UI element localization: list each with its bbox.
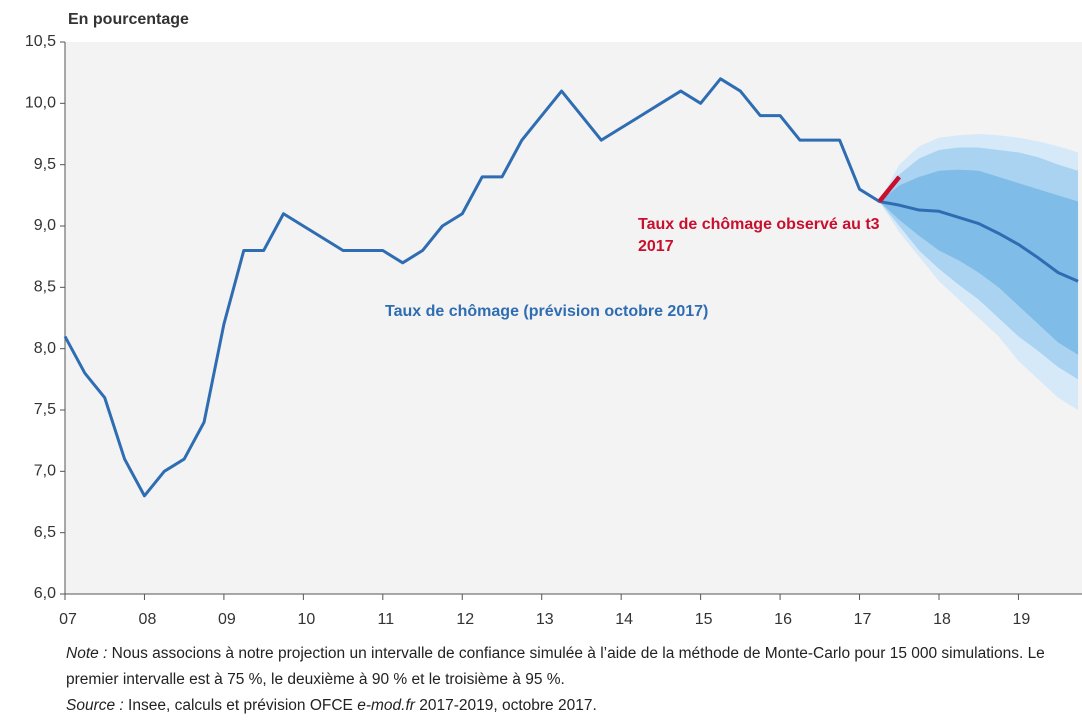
source: Source : Insee, calculs et prévision OFC… — [66, 693, 1066, 719]
x-tick-label: 18 — [933, 611, 951, 628]
y-tick-label: 9,0 — [34, 217, 56, 234]
series-label: Taux de chômage (prévision octobre 2017) — [385, 303, 709, 320]
y-tick-label: 10,5 — [25, 33, 56, 50]
x-tick-label: 13 — [536, 611, 554, 628]
y-tick-label: 8,0 — [34, 340, 56, 357]
source-text: 2017-2019, octobre 2017. — [419, 697, 597, 714]
x-tick-label: 19 — [1013, 611, 1031, 628]
x-tick-label: 08 — [139, 611, 157, 628]
x-tick-label: 07 — [59, 611, 77, 628]
plot-area — [65, 42, 1082, 594]
x-tick-label: 17 — [854, 611, 872, 628]
x-tick-label: 12 — [456, 611, 474, 628]
y-tick-label: 6,5 — [34, 524, 56, 541]
y-axis-title: En pourcentage — [68, 11, 189, 28]
x-tick-label: 11 — [378, 611, 395, 628]
source-text: Insee, calculs et prévision OFCE — [128, 697, 353, 714]
footer: Note : Nous associons à notre projection… — [66, 641, 1066, 719]
confidence-band — [879, 169, 1079, 355]
x-tick-label: 14 — [615, 611, 633, 628]
source-site: e-mod.fr — [357, 697, 415, 714]
series-label: Taux de chômage observé au t3 2017 — [638, 216, 880, 255]
chart: En pourcentage 6,0 6,5 7,0 7,5 8,0 8,5 9,0 9,5 1… — [25, 11, 1082, 628]
note: Note : Nous associons à notre projection… — [66, 641, 1066, 693]
x-tick-label: 09 — [218, 611, 236, 628]
x-tick-label: 15 — [695, 611, 713, 628]
x-tick-label: 16 — [774, 611, 792, 628]
y-tick-label: 6,0 — [34, 585, 56, 602]
series-line — [877, 175, 902, 203]
note-label: Note : — [66, 645, 108, 662]
y-tick-label: 7,5 — [34, 401, 56, 418]
y-tick-label: 10,0 — [25, 95, 56, 112]
y-tick-label: 9,5 — [34, 156, 56, 173]
note-text: Nous associons à notre projection un int… — [66, 645, 1045, 688]
y-tick-label: 8,5 — [34, 279, 56, 296]
y-tick-label: 7,0 — [34, 463, 56, 480]
x-tick-label: 10 — [297, 611, 315, 628]
series-line — [63, 77, 1079, 498]
source-label: Source : — [66, 697, 124, 714]
